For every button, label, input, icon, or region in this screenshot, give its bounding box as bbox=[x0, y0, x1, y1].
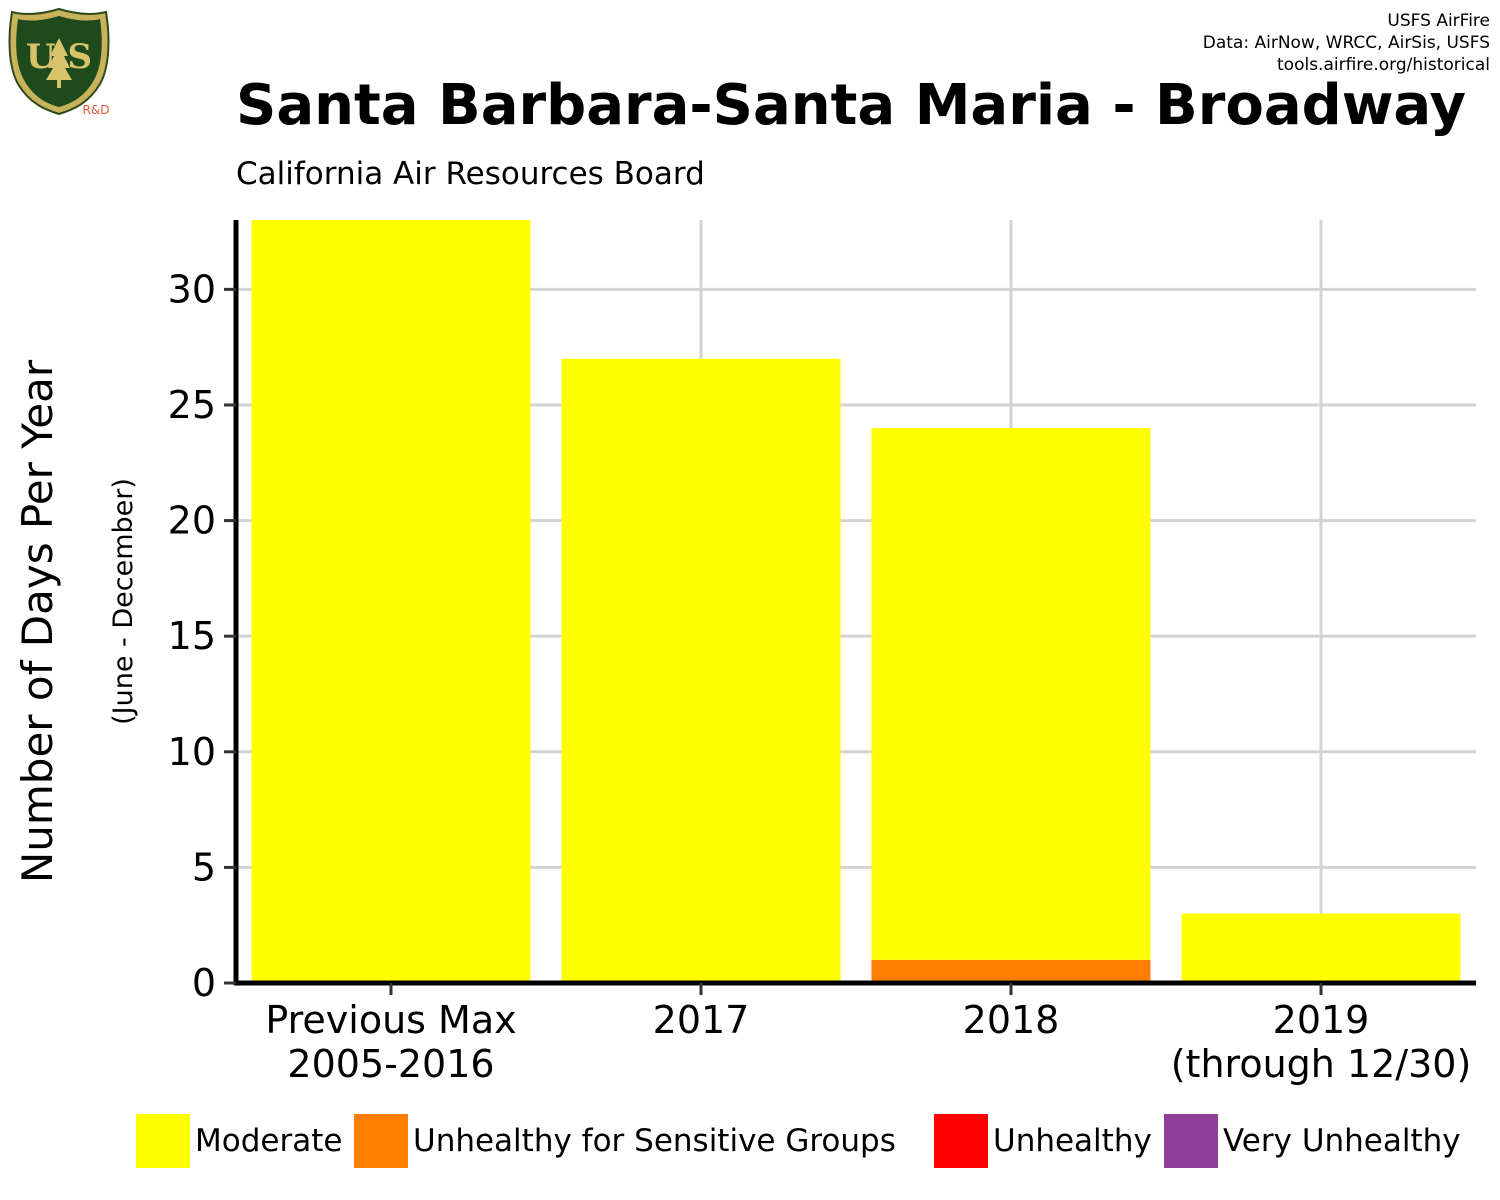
y-tick-label: 25 bbox=[168, 383, 216, 427]
legend-label: Unhealthy for Sensitive Groups bbox=[413, 1123, 896, 1159]
y-tick-label: 15 bbox=[168, 614, 216, 658]
legend-label: Very Unhealthy bbox=[1223, 1123, 1461, 1159]
data-credits: USFS AirFire Data: AirNow, WRCC, AirSis,… bbox=[1203, 10, 1490, 76]
bar-moderate bbox=[1181, 913, 1461, 983]
legend-item: Moderate bbox=[136, 1114, 342, 1168]
x-tick-label: 2005-2016 bbox=[287, 1042, 494, 1086]
legend-swatch bbox=[1164, 1114, 1218, 1168]
legend-swatch bbox=[354, 1114, 408, 1168]
y-axis-subtitle: (June - December) bbox=[108, 478, 139, 725]
bar-moderate bbox=[871, 428, 1151, 960]
legend-label: Unhealthy bbox=[993, 1123, 1152, 1159]
legend-item: Unhealthy bbox=[934, 1114, 1152, 1168]
y-tick-label: 5 bbox=[192, 845, 216, 889]
x-tick-label: 2018 bbox=[963, 998, 1060, 1042]
legend-label: Moderate bbox=[195, 1123, 343, 1159]
legend-item: Very Unhealthy bbox=[1164, 1114, 1461, 1168]
x-tick-label: Previous Max bbox=[265, 998, 516, 1042]
chart-subtitle: California Air Resources Board bbox=[236, 156, 705, 192]
bar-moderate bbox=[251, 220, 531, 983]
chart-legend: Moderate Unhealthy for Sensitive Groups Un… bbox=[0, 1108, 1500, 1172]
y-tick-label: 10 bbox=[168, 730, 216, 774]
y-axis-title: Number of Days Per Year bbox=[13, 359, 62, 883]
forest-service-shield-logo: U S R&D bbox=[8, 7, 110, 117]
chart-title: Santa Barbara-Santa Maria - Broadway bbox=[236, 73, 1467, 138]
logo-rd-text: R&D bbox=[83, 103, 110, 117]
x-tick-label: (through 12/30) bbox=[1171, 1042, 1472, 1086]
credit-line: USFS AirFire bbox=[1387, 11, 1490, 31]
legend-swatch bbox=[136, 1114, 190, 1168]
y-tick-label: 30 bbox=[168, 267, 216, 311]
x-tick-label: 2017 bbox=[653, 998, 750, 1042]
x-tick-label: 2019 bbox=[1273, 998, 1370, 1042]
y-tick-label: 0 bbox=[192, 961, 216, 1005]
credit-line: tools.airfire.org/historical bbox=[1277, 55, 1490, 75]
legend-swatch bbox=[934, 1114, 988, 1168]
legend-item: Unhealthy for Sensitive Groups bbox=[354, 1114, 896, 1168]
bar-moderate bbox=[561, 358, 841, 983]
bar-unhealthy-for-sensitive-groups bbox=[871, 959, 1151, 983]
credit-line: Data: AirNow, WRCC, AirSis, USFS bbox=[1202, 33, 1490, 53]
y-tick-label: 20 bbox=[168, 499, 216, 543]
